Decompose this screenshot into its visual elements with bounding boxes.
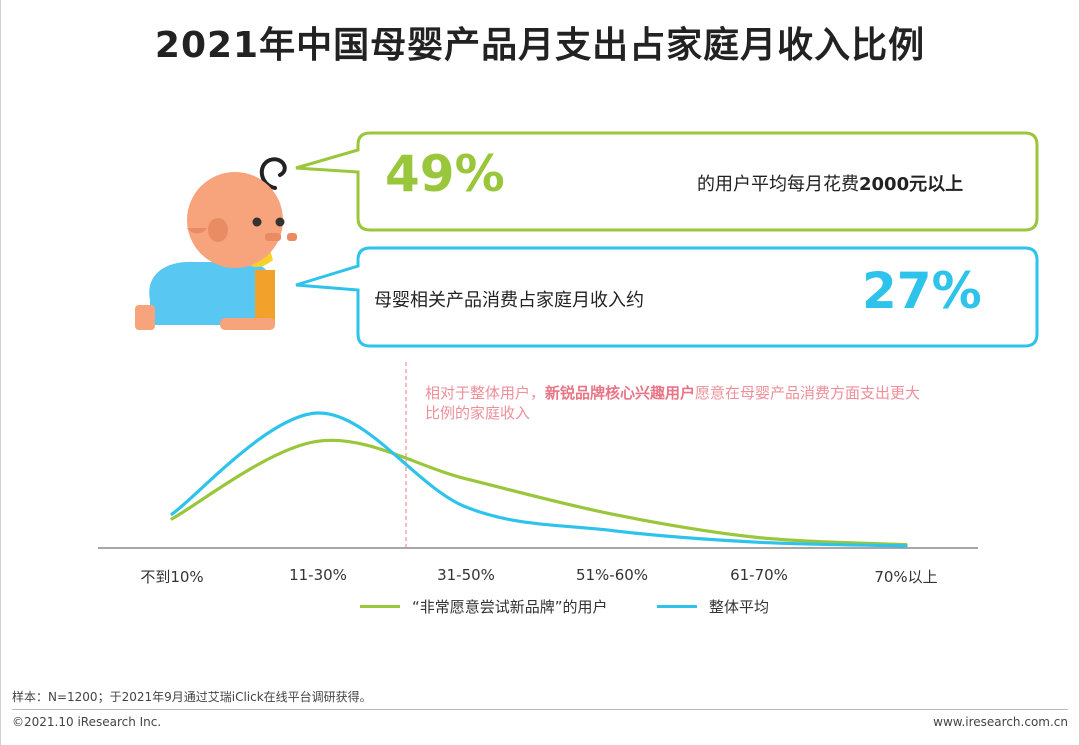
callout-1-text-prefix: 的用户平均每月花费 (697, 174, 859, 195)
x-tick-label-2: 31-50% (437, 566, 495, 584)
series-line-1 (170, 411, 908, 548)
page-title: 2021年中国母婴产品月支出占家庭月收入比例 (154, 25, 926, 66)
legend-label-1: 整体平均 (709, 598, 770, 616)
callout-1-percent: 49% (385, 145, 505, 203)
x-tick-label-5: 70%以上 (874, 568, 938, 586)
frame-left (0, 0, 1, 745)
annotation-prefix: 相对于整体用户， (425, 384, 546, 402)
callout-1-text: 的用户平均每月花费2000元以上 (697, 170, 963, 196)
callout-2-text: 母婴相关产品消费占家庭月收入约 (374, 290, 644, 311)
series-line-0 (170, 438, 908, 547)
legend-item-1: 整体平均 (657, 596, 769, 617)
annotation-bold: 新锐品牌核心兴趣用户 (545, 384, 696, 402)
x-tick-label-3: 51%-60% (575, 566, 649, 584)
copyright: ©2021.10 iResearch Inc. (12, 715, 162, 729)
callout-2-percent: 27% (862, 262, 982, 320)
x-tick-label-4: 61-70% (730, 566, 788, 584)
x-tick-label-1: 11-30% (289, 566, 347, 584)
footer-divider (12, 709, 1068, 710)
legend-item-0: “非常愿意尝试新品牌”的用户 (360, 596, 608, 617)
sample-note: 样本：N=1200；于2021年9月通过艾瑞iClick在线平台调研获得。 (12, 690, 372, 704)
callout-1-text-bold: 2000元以上 (859, 174, 964, 195)
annotation-suffix: 愿意在母婴产品消费方面支出更大比例的家庭收入 (425, 384, 921, 422)
website-link[interactable]: www.iresearch.com.cn (933, 715, 1068, 729)
legend-swatch-1 (657, 605, 697, 608)
x-tick-label-0: 不到10% (140, 568, 204, 586)
chart-annotation: 相对于整体用户，新锐品牌核心兴趣用户愿意在母婴产品消费方面支出更大比例的家庭收入 (425, 383, 935, 423)
legend-swatch-0 (360, 605, 400, 608)
legend-label-0: “非常愿意尝试新品牌”的用户 (412, 598, 608, 616)
crawling-baby-icon (135, 157, 297, 330)
